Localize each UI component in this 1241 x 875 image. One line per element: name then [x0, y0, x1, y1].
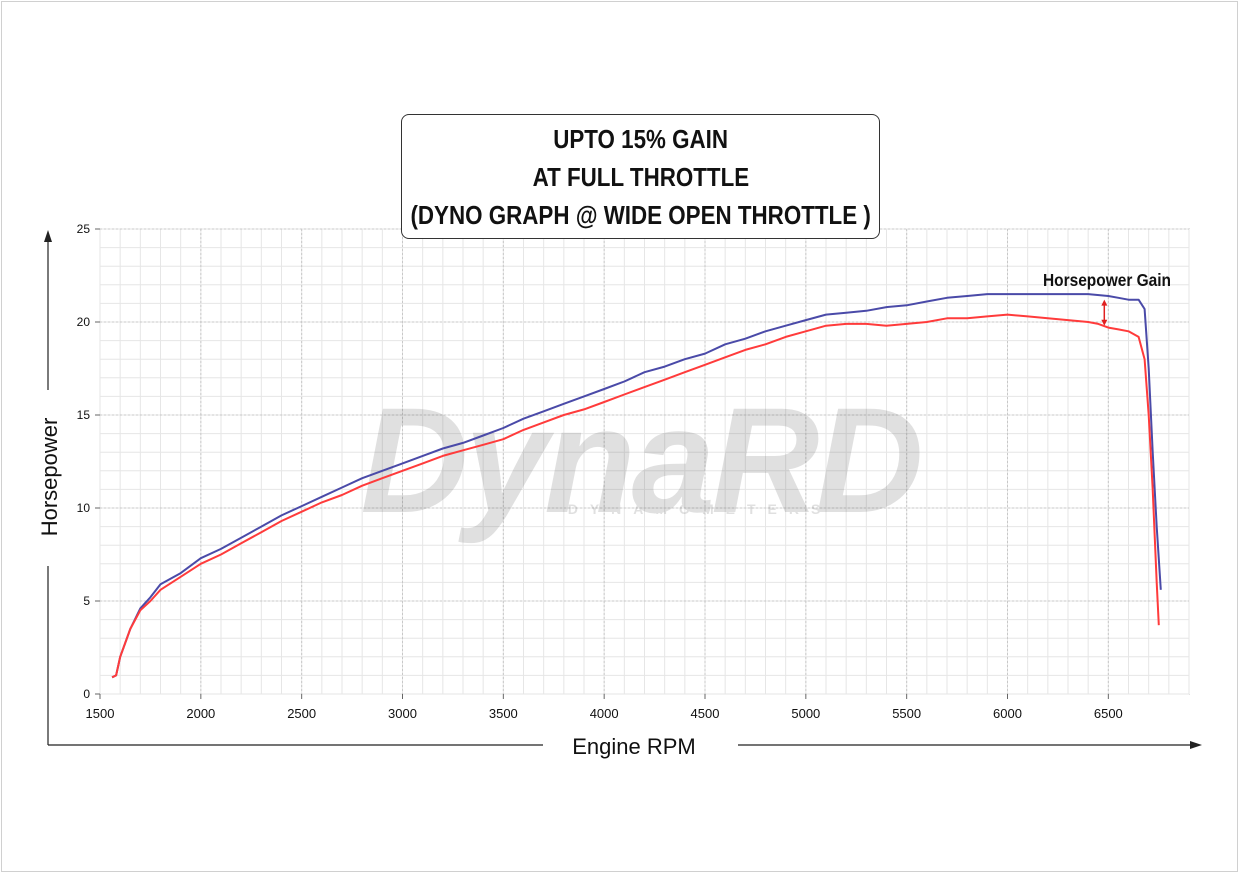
x-tick-label: 6000 — [993, 706, 1022, 721]
x-tick-label: 3000 — [388, 706, 417, 721]
x-tick-label: 6500 — [1094, 706, 1123, 721]
y-tick-label: 5 — [83, 594, 90, 608]
watermark-tagline: DYNAMOMETERS — [568, 501, 833, 517]
horsepower-gain-annotation: Horsepower Gain — [1043, 270, 1171, 326]
title-line-3: (DYNO GRAPH @ WIDE OPEN THROTTLE ) — [410, 199, 871, 230]
x-axis-arrowhead — [1190, 741, 1202, 749]
series-line-tuned — [111, 293, 1162, 679]
x-tick-label: 4500 — [691, 706, 720, 721]
horsepower-gain-label: Horsepower Gain — [1043, 270, 1171, 290]
x-axis-label: Engine RPM — [572, 734, 696, 759]
y-tick-labels: 0 5 10 15 20 25 — [77, 222, 100, 701]
series-line-baseline — [111, 313, 1160, 679]
y-tick-label: 25 — [77, 222, 91, 236]
series-lines — [111, 293, 1162, 679]
gain-arrowhead-up — [1101, 299, 1108, 306]
x-tick-label: 2500 — [287, 706, 316, 721]
title-line-1: UPTO 15% GAIN — [553, 123, 728, 154]
y-axis-label: Horsepower — [37, 418, 62, 537]
x-tick-label: 2000 — [186, 706, 215, 721]
y-tick-label: 10 — [77, 501, 91, 515]
y-axis-arrowhead — [44, 230, 52, 242]
x-tick-label: 5500 — [892, 706, 921, 721]
x-tick-label: 1500 — [86, 706, 115, 721]
x-tick-label: 4000 — [590, 706, 619, 721]
y-tick-label: 0 — [83, 687, 90, 701]
watermark-brand: DynaRD — [360, 376, 920, 544]
x-tick-label: 5000 — [791, 706, 820, 721]
x-tick-labels: 1500 2000 2500 3000 3500 4000 4500 5000 5500 6000… — [86, 694, 1123, 721]
title-box: UPTO 15% GAIN AT FULL THROTTLE (DYNO GRA… — [401, 114, 880, 239]
x-tick-label: 3500 — [489, 706, 518, 721]
gain-arrowhead-down — [1101, 319, 1108, 326]
y-tick-label: 20 — [77, 315, 91, 329]
y-tick-label: 15 — [77, 408, 91, 422]
title-line-2: AT FULL THROTTLE — [532, 161, 749, 192]
dynard-watermark: DynaRD DYNAMOMETERS — [360, 376, 924, 544]
major-grid — [100, 228, 1189, 694]
